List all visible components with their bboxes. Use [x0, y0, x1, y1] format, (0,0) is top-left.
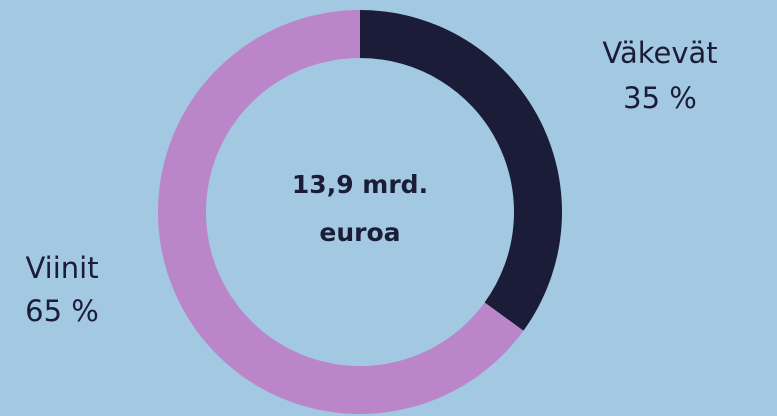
- category-label: Viinit: [25, 251, 98, 285]
- donut-segment: [360, 10, 563, 331]
- center-label: euroa: [319, 218, 400, 247]
- center-label: 13,9 mrd.: [292, 170, 428, 199]
- value-label: 35 %: [623, 81, 697, 115]
- category-label: Väkevät: [602, 36, 717, 70]
- value-label: 65 %: [25, 294, 99, 328]
